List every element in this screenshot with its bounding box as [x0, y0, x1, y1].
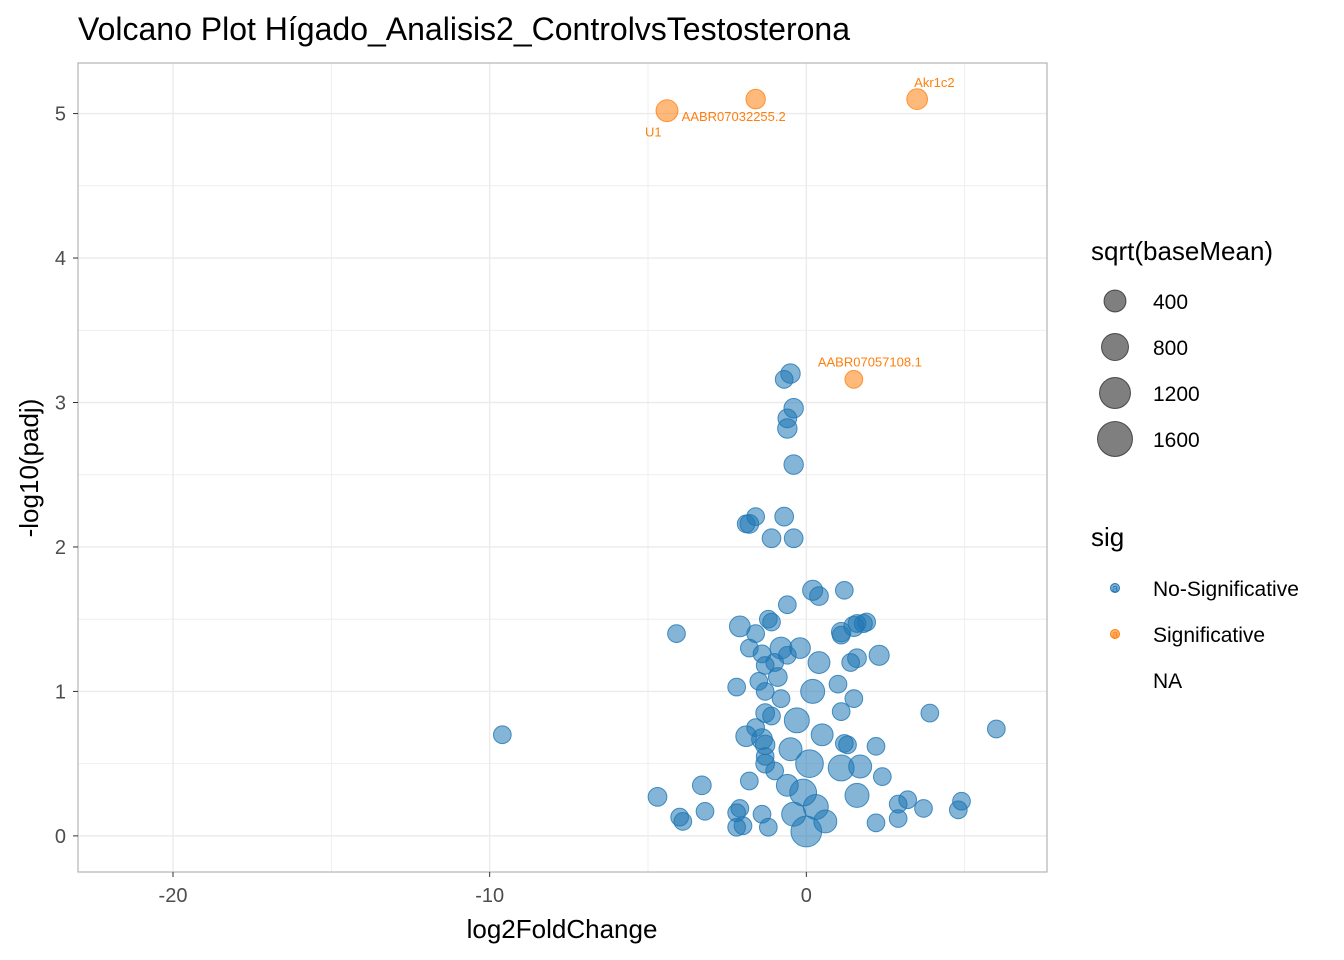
- no-significative-point: [775, 773, 799, 797]
- significative-point: [745, 88, 766, 110]
- size-legend-key: [1101, 333, 1129, 361]
- no-significative-point: [795, 749, 824, 778]
- color-legend-key: [1110, 629, 1120, 639]
- no-significative-point: [777, 418, 798, 439]
- no-significative-point: [986, 719, 1006, 739]
- no-significative-point: [752, 804, 772, 824]
- x-axis-ticks: -20 -10 0: [159, 872, 812, 907]
- chart-title: Volcano Plot Hígado_Analisis2_ControlvsT…: [78, 11, 850, 47]
- no-significative-point: [866, 736, 886, 756]
- no-significative-point: [762, 706, 781, 726]
- y-tick-label: 4: [55, 248, 66, 270]
- color-legend-title: sig: [1091, 522, 1124, 552]
- size-legend: sqrt(baseMean) 400 800 1200 1600: [1091, 236, 1273, 457]
- no-significative-point: [781, 801, 807, 827]
- no-significative-point: [809, 586, 829, 606]
- no-significative-point: [771, 689, 791, 708]
- size-legend-label: 400: [1153, 291, 1188, 314]
- size-legend-label: 800: [1153, 337, 1188, 360]
- y-axis-ticks: 0 1 2 3 4 5: [55, 104, 78, 848]
- no-significative-point: [888, 809, 908, 828]
- size-legend-key: [1103, 289, 1127, 313]
- no-significative-point: [828, 674, 848, 694]
- no-significative-point: [783, 454, 804, 475]
- no-significative-point: [647, 787, 668, 807]
- no-significative-point: [765, 761, 785, 781]
- no-significative-point: [783, 707, 810, 734]
- size-legend-label: 1600: [1153, 429, 1200, 452]
- gene-label: Akr1c2: [914, 75, 954, 90]
- color-legend: sig a No-Significative a Significative NA: [1091, 522, 1299, 693]
- color-legend-key: [1110, 583, 1120, 593]
- color-legend-label: NA: [1153, 670, 1182, 693]
- no-significative-point: [866, 813, 886, 833]
- panel-border: [77, 62, 1048, 873]
- no-significative-point: [673, 812, 693, 831]
- no-significative-point: [777, 595, 797, 615]
- no-significative-point: [838, 735, 857, 755]
- no-significative-point: [746, 507, 766, 526]
- no-significative-point: [774, 506, 795, 527]
- no-significative-point: [778, 737, 803, 762]
- gene-label: AABR07057108.1: [818, 354, 922, 369]
- no-significative-point: [492, 725, 512, 745]
- size-legend-title: sqrt(baseMean): [1091, 236, 1273, 266]
- no-significative-point: [844, 782, 870, 808]
- no-significative-point: [848, 754, 873, 779]
- no-significative-point: [789, 637, 811, 659]
- gridlines: [78, 63, 1047, 872]
- no-significative-point: [868, 644, 890, 666]
- no-significative-point: [755, 682, 775, 701]
- no-significative-point: [774, 370, 794, 389]
- y-tick-label: 0: [55, 826, 66, 848]
- no-significative-point: [733, 816, 753, 836]
- color-legend-key-glyph: a: [1112, 583, 1119, 595]
- no-significative-point: [727, 677, 747, 697]
- no-significative-point: [831, 702, 851, 721]
- no-significative-point: [810, 723, 834, 747]
- y-axis-label: -log10(padj): [14, 399, 44, 538]
- size-legend-key: [1097, 421, 1133, 457]
- x-tick-label: 0: [801, 885, 812, 907]
- size-legend-key: [1099, 377, 1131, 409]
- no-significative-point: [762, 612, 781, 632]
- y-tick-label: 2: [55, 537, 66, 559]
- data-points: [492, 88, 1006, 848]
- y-tick-label: 3: [55, 392, 66, 414]
- no-significative-point: [831, 625, 851, 645]
- no-significative-point: [834, 580, 854, 600]
- x-tick-label: -20: [159, 885, 188, 907]
- no-significative-point: [691, 775, 712, 796]
- no-significative-point: [667, 624, 686, 643]
- x-tick-label: -10: [475, 885, 504, 907]
- y-tick-label: 1: [55, 681, 66, 703]
- significative-point: [844, 370, 864, 389]
- color-legend-label: No-Significative: [1153, 578, 1299, 601]
- no-significative-point: [800, 678, 826, 704]
- no-significative-point: [783, 528, 804, 549]
- no-significative-point: [841, 653, 861, 672]
- no-significative-point: [695, 801, 715, 821]
- point-annotations: U1 AABR07032255.2 Akr1c2 AABR07057108.1: [645, 75, 955, 369]
- no-significative-point: [807, 651, 831, 674]
- no-significative-point: [872, 767, 892, 787]
- no-significative-point: [767, 667, 788, 687]
- y-tick-label: 5: [55, 104, 66, 126]
- no-significative-point: [813, 809, 838, 834]
- color-legend-key-glyph: a: [1112, 629, 1119, 641]
- no-significative-point: [914, 799, 933, 818]
- no-significative-point: [920, 703, 940, 723]
- significative-point: [655, 99, 679, 123]
- color-legend-label: Significative: [1153, 624, 1265, 647]
- no-significative-point: [948, 800, 968, 820]
- gene-label: AABR07032255.2: [682, 109, 786, 124]
- no-significative-point: [739, 771, 759, 791]
- no-significative-point: [844, 689, 864, 708]
- no-significative-point: [761, 528, 782, 549]
- x-axis-label: log2FoldChange: [467, 914, 658, 944]
- size-legend-label: 1200: [1153, 383, 1200, 406]
- significative-point: [906, 88, 929, 110]
- gene-label: U1: [645, 125, 662, 140]
